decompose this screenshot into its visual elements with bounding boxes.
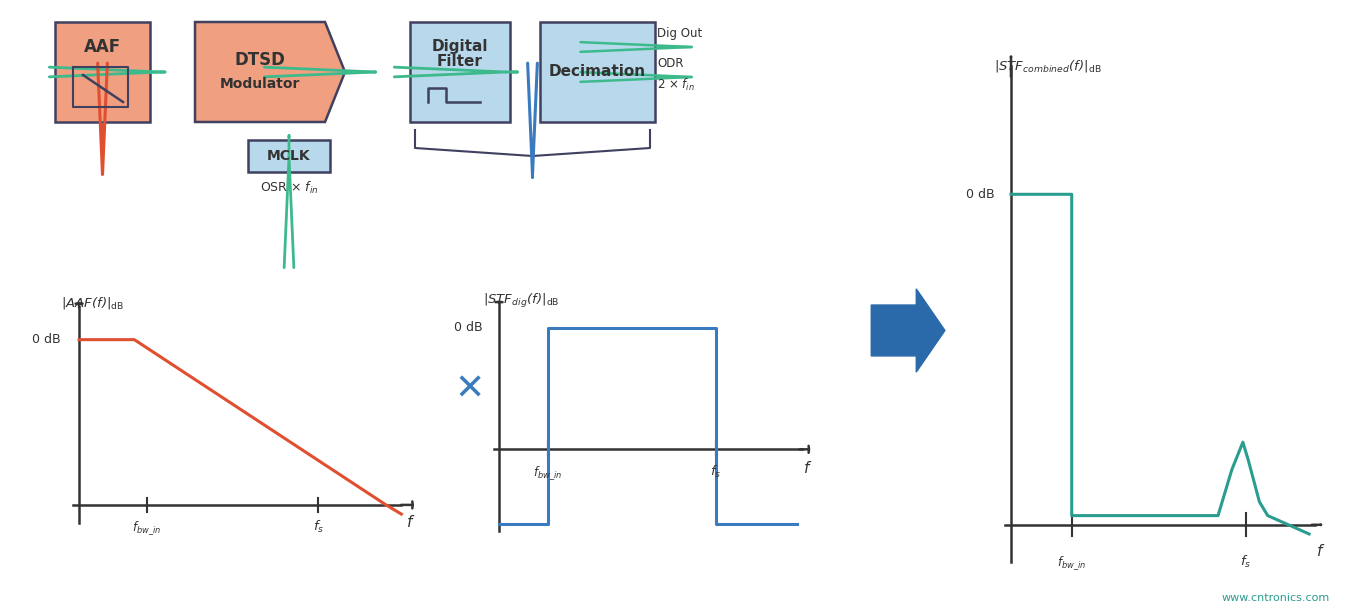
FancyArrow shape [872, 289, 945, 372]
Text: Modulator: Modulator [220, 77, 300, 91]
Text: AAF: AAF [85, 38, 121, 56]
Text: Filter: Filter [436, 54, 483, 70]
Text: ✕: ✕ [454, 373, 486, 407]
Text: $f$: $f$ [406, 514, 415, 530]
Text: $f_{bw\_in}$: $f_{bw\_in}$ [533, 465, 562, 482]
Text: $f$: $f$ [803, 460, 812, 476]
Bar [248, 140, 330, 172]
Bar [411, 22, 510, 122]
Text: $f_s$: $f_s$ [312, 518, 325, 535]
Text: $f_{bw\_in}$: $f_{bw\_in}$ [132, 519, 161, 537]
Bar [55, 22, 150, 122]
Text: $f_s$: $f_s$ [1240, 554, 1251, 570]
Text: ODR: ODR [657, 57, 683, 70]
Text: DTSD: DTSD [235, 51, 285, 69]
Text: Dig Out: Dig Out [657, 27, 702, 40]
Text: Decimation: Decimation [548, 64, 647, 80]
Bar [540, 22, 655, 122]
Text: 2 × $f_{in}$: 2 × $f_{in}$ [657, 77, 694, 93]
Text: MCLK: MCLK [267, 149, 311, 163]
Text: www.cntronics.com: www.cntronics.com [1222, 593, 1330, 603]
Text: 0 dB: 0 dB [966, 188, 994, 201]
Text: 0 dB: 0 dB [454, 321, 483, 334]
Text: $f$: $f$ [1315, 543, 1324, 559]
Text: |STF$_{dig}$($f$)|$_\mathrm{dB}$: |STF$_{dig}$($f$)|$_\mathrm{dB}$ [483, 291, 559, 310]
Text: 0 dB: 0 dB [33, 333, 60, 346]
Text: $f_s$: $f_s$ [709, 465, 722, 480]
Text: |STF$_{combined}$($f$)|$_\mathrm{dB}$: |STF$_{combined}$($f$)|$_\mathrm{dB}$ [994, 58, 1102, 74]
Polygon shape [195, 22, 345, 122]
Text: OSR × $f_{in}$: OSR × $f_{in}$ [259, 180, 318, 196]
Text: Digital: Digital [432, 40, 488, 54]
Text: $f_{bw\_in}$: $f_{bw\_in}$ [1057, 554, 1086, 572]
Text: |AAF($f$)|$_\mathrm{dB}$: |AAF($f$)|$_\mathrm{dB}$ [60, 295, 124, 311]
